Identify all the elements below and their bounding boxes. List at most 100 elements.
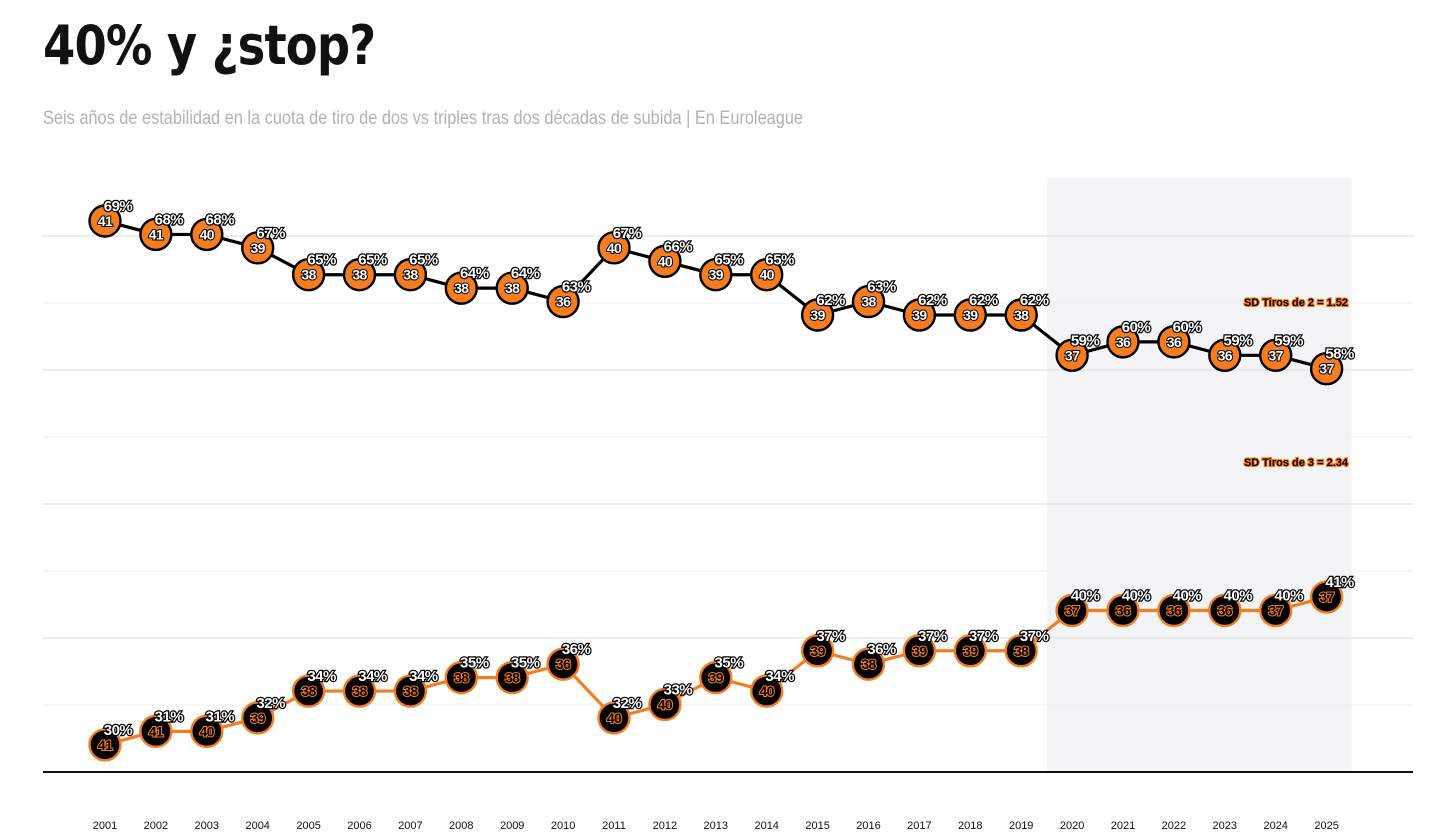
- data-label: 40%: [1173, 587, 1202, 604]
- data-label: 65%: [715, 252, 744, 269]
- data-point: [851, 647, 886, 681]
- data-point: [495, 660, 529, 695]
- data-point: [1004, 634, 1038, 668]
- data-point: [190, 714, 224, 749]
- data-point: [800, 634, 835, 668]
- point-label: 40: [658, 696, 673, 712]
- data-label: 34%: [409, 668, 438, 685]
- data-point: [699, 258, 733, 292]
- x-tick-label: 2009: [500, 820, 524, 832]
- data-point: [241, 231, 275, 265]
- data-point: [953, 634, 987, 668]
- data-point: [953, 298, 987, 332]
- data-label: 60%: [1173, 319, 1202, 336]
- x-tick-label: 2011: [602, 820, 626, 832]
- x-tick-label: 2010: [551, 820, 575, 832]
- page-title: 40% y ¿stop?: [43, 14, 376, 77]
- data-point: [139, 217, 173, 252]
- data-point: [139, 714, 173, 749]
- data-label: 31%: [206, 708, 235, 725]
- data-label: 32%: [613, 695, 642, 712]
- data-label: 65%: [358, 252, 387, 269]
- point-label: 36: [556, 656, 571, 672]
- point-label: 41: [98, 737, 113, 753]
- data-label: 35%: [511, 655, 540, 672]
- x-axis-ticks: 2001 2002 2003 2004 2005 2006 2007 2008 2009 2010…: [93, 820, 1339, 832]
- point-label: 38: [301, 683, 316, 699]
- data-label: 68%: [155, 211, 184, 228]
- data-point: [851, 284, 886, 319]
- point-label: 38: [1014, 307, 1029, 323]
- data-label: 62%: [918, 292, 947, 309]
- point-label: 37: [1319, 361, 1334, 377]
- point-label: 38: [352, 267, 367, 283]
- data-point: [1106, 325, 1140, 359]
- point-label: 38: [403, 267, 418, 283]
- data-label: 35%: [460, 655, 489, 672]
- x-tick-label: 2001: [93, 820, 117, 832]
- data-label: 65%: [307, 252, 336, 269]
- point-label: 39: [963, 307, 978, 323]
- data-label: 36%: [867, 641, 896, 658]
- data-point: [393, 258, 428, 292]
- data-point: [648, 687, 682, 722]
- x-tick-label: 2013: [704, 820, 728, 832]
- point-label: 38: [505, 280, 520, 296]
- data-label: 59%: [1274, 332, 1303, 349]
- x-tick-label: 2015: [805, 820, 829, 832]
- data-point: [800, 298, 835, 332]
- point-label: 38: [505, 670, 520, 686]
- point-label: 38: [861, 294, 876, 310]
- point-label: 36: [1218, 602, 1233, 618]
- data-label: 67%: [613, 225, 642, 242]
- data-label: 40%: [1071, 587, 1100, 604]
- point-label: 40: [760, 683, 775, 699]
- x-tick-label: 2003: [195, 820, 219, 832]
- point-label: 38: [454, 280, 469, 296]
- highlight-band: [1047, 178, 1352, 772]
- x-tick-label: 2004: [245, 820, 269, 832]
- data-point: [902, 298, 937, 332]
- data-point: [648, 244, 682, 278]
- data-label: 67%: [256, 225, 285, 242]
- data-label: 32%: [256, 695, 285, 712]
- data-label: 37%: [969, 628, 998, 645]
- x-tick-label: 2016: [856, 820, 880, 832]
- point-label: 37: [1269, 602, 1284, 618]
- x-tick-label: 2019: [1009, 820, 1033, 832]
- x-tick-label: 2021: [1111, 820, 1135, 832]
- data-label: 41%: [1325, 574, 1354, 591]
- data-point: [190, 217, 224, 252]
- data-point: [495, 271, 529, 305]
- data-point: [902, 634, 937, 668]
- point-label: 36: [1116, 334, 1131, 350]
- data-label: 64%: [460, 265, 489, 282]
- point-label: 39: [251, 710, 266, 726]
- page-subtitle: Seis años de estabilidad en la cuota de …: [43, 108, 804, 129]
- data-label: 64%: [511, 265, 540, 282]
- point-label: 40: [760, 267, 775, 283]
- data-label: 58%: [1325, 346, 1354, 363]
- point-label: 37: [1065, 347, 1080, 363]
- data-point: [750, 674, 784, 708]
- data-point: [444, 660, 478, 695]
- point-label: 39: [912, 643, 927, 659]
- x-tick-label: 2018: [958, 820, 982, 832]
- data-point: [1157, 325, 1191, 359]
- data-label: 34%: [307, 668, 336, 685]
- data-label: 63%: [562, 279, 591, 296]
- point-label: 36: [556, 294, 571, 310]
- data-point: [1258, 338, 1293, 372]
- point-label: 39: [709, 267, 724, 283]
- x-tick-label: 2005: [296, 820, 320, 832]
- point-label: 40: [200, 226, 215, 242]
- point-label: 37: [1269, 347, 1284, 363]
- data-label: 62%: [1020, 292, 1049, 309]
- data-point: [1055, 593, 1089, 628]
- point-label: 39: [709, 670, 724, 686]
- x-tick-label: 2002: [144, 820, 168, 832]
- sd-annotation: SD Tiros de 2 = 1.52: [1244, 297, 1348, 309]
- data-point: [1055, 338, 1089, 372]
